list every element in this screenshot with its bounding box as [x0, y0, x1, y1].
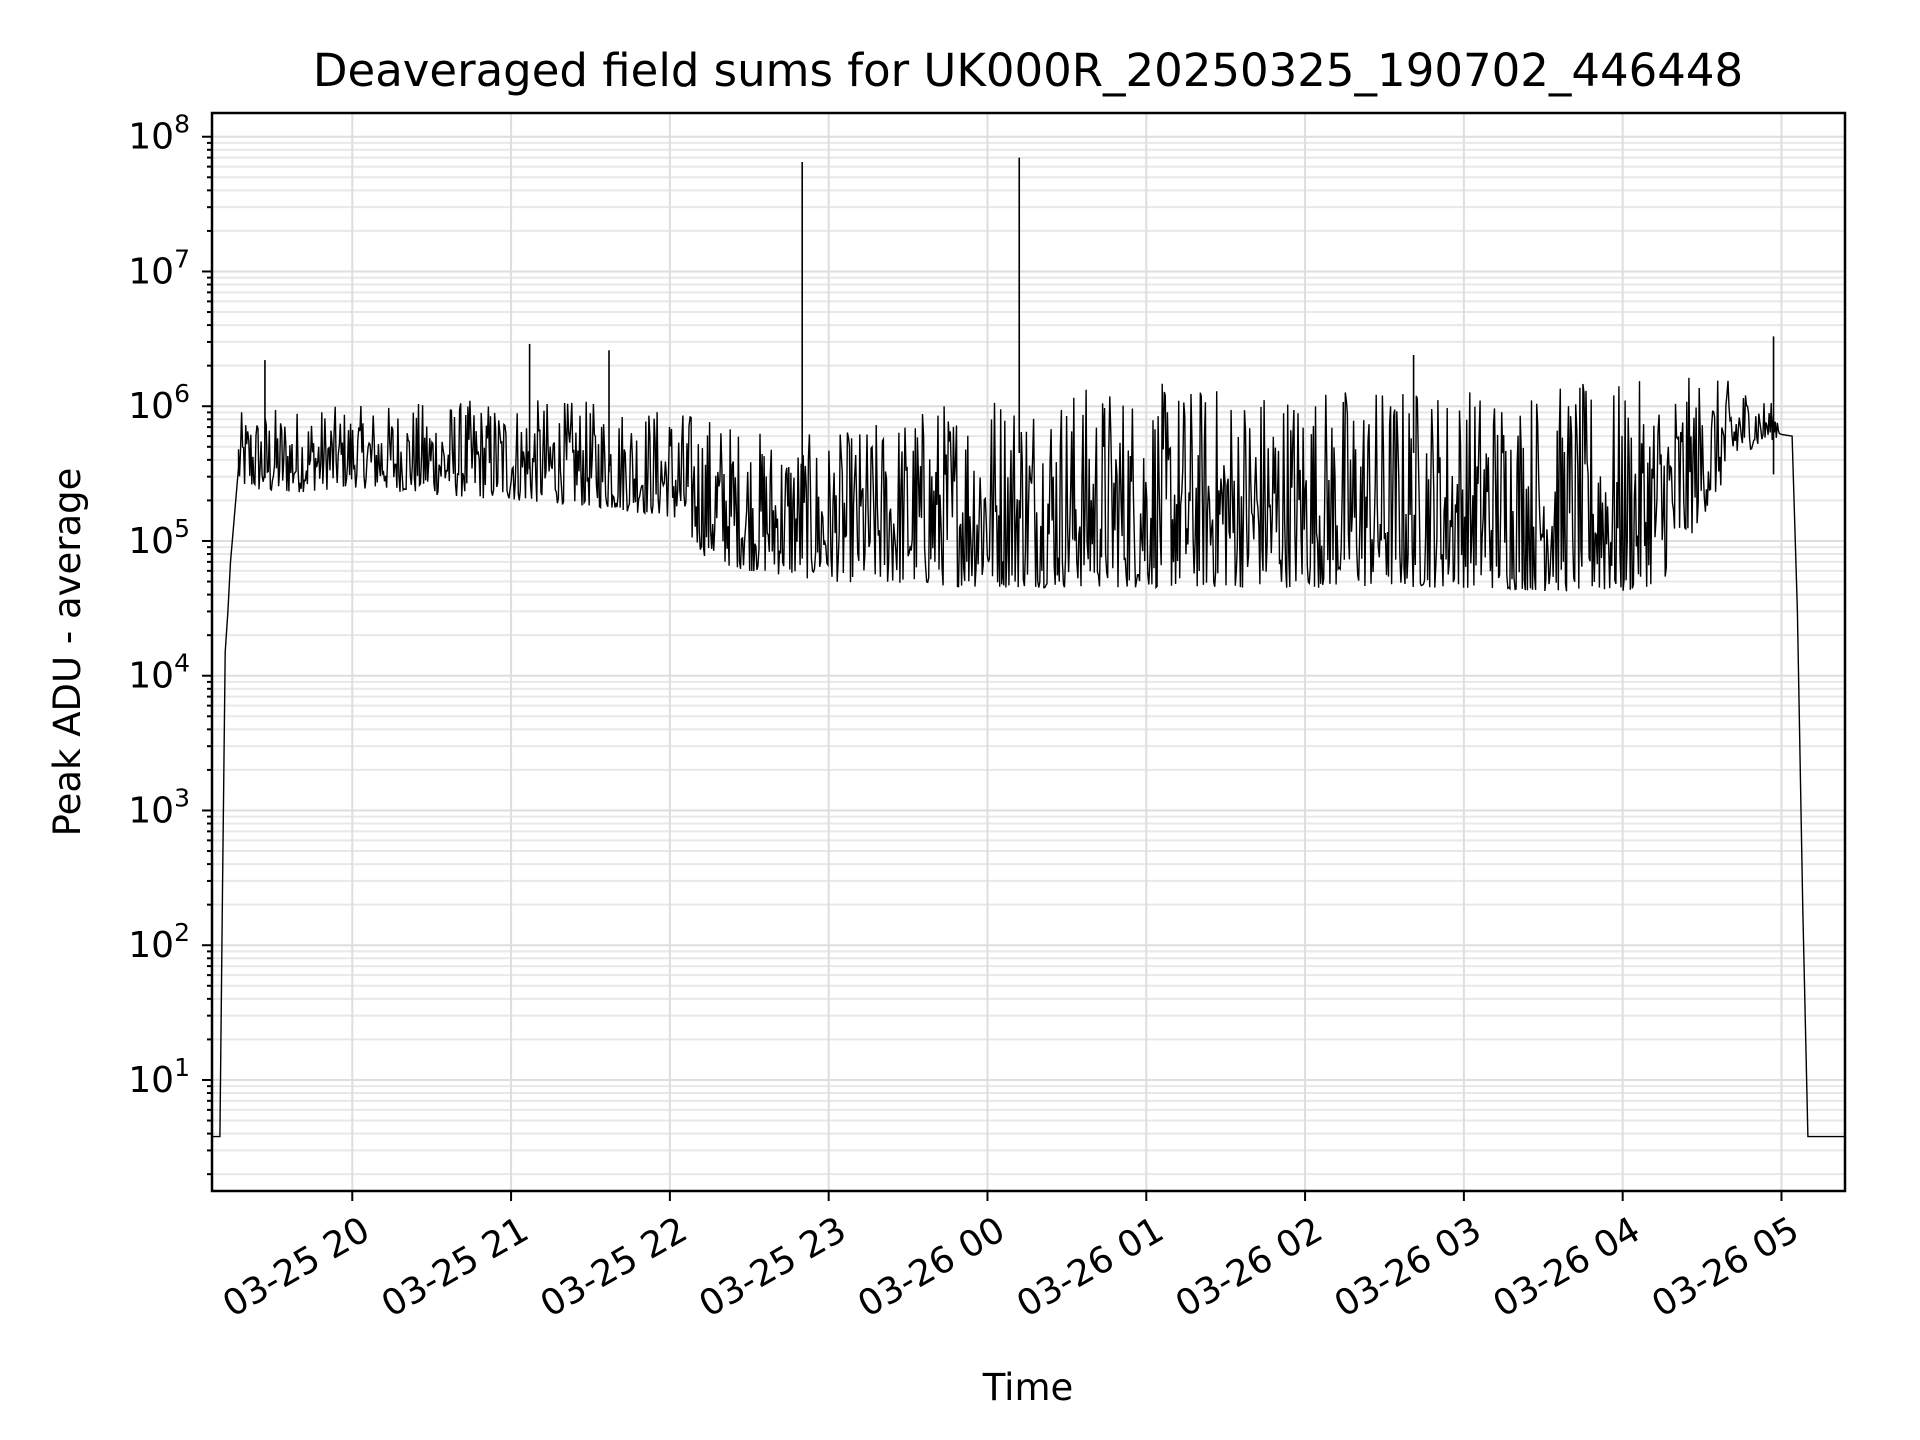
plot-frame: [210, 111, 1847, 1193]
y-tick-label: 102: [128, 918, 190, 966]
y-tick-label: 108: [128, 110, 190, 158]
chart-title: Deaveraged field sums for UK000R_2025032…: [313, 44, 1743, 97]
y-tick-label: 107: [128, 244, 190, 292]
grid: [212, 113, 1845, 1191]
y-axis: 101 102 103 104 105 106 107 108: [128, 110, 212, 1176]
y-tick-label: 105: [128, 514, 190, 562]
y-tick-label: 103: [128, 783, 190, 831]
series-line: [212, 377, 1845, 1138]
x-axis-label: Time: [982, 1366, 1074, 1409]
y-tick-label: 101: [128, 1053, 190, 1101]
y-tick-label: 106: [128, 379, 190, 427]
plot-series: [212, 157, 1845, 1138]
y-tick-label: 104: [128, 649, 190, 697]
y-axis-label: Peak ADU - average: [46, 468, 89, 837]
